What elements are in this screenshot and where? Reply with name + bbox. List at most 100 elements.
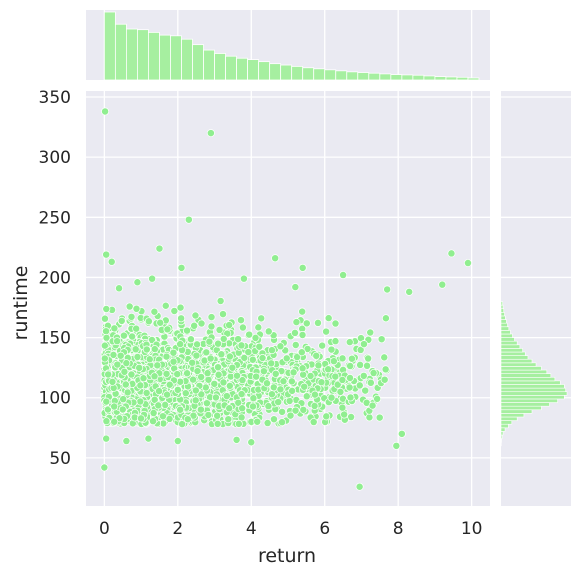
scatter-point — [380, 353, 389, 362]
y-histogram-bar — [500, 326, 510, 331]
scatter-point — [366, 328, 375, 337]
scatter-point — [355, 381, 364, 390]
scatter-point — [310, 390, 319, 399]
scatter-point — [191, 396, 200, 405]
scatter-point — [314, 361, 323, 370]
scatter-point — [127, 312, 136, 321]
scatter-point — [298, 307, 307, 316]
scatter-point — [103, 405, 112, 414]
scatter-point — [178, 420, 187, 429]
scatter-point — [300, 382, 309, 391]
x-marginal-histogram — [86, 10, 490, 81]
x-histogram-bar — [148, 32, 160, 81]
y-tick-label: 250 — [39, 208, 71, 228]
scatter-point — [219, 378, 228, 387]
scatter-point — [276, 385, 285, 394]
scatter-point — [121, 380, 130, 389]
x-histogram-bar — [302, 67, 315, 81]
scatter-point — [333, 380, 342, 389]
scatter-point — [364, 354, 373, 363]
y-histogram-bar — [500, 333, 513, 338]
scatter-point — [161, 400, 170, 409]
x-histogram-bar — [214, 53, 226, 81]
scatter-point — [110, 402, 119, 411]
scatter-point — [142, 345, 151, 354]
x-histogram-bar — [390, 74, 403, 81]
y-histogram-bar — [500, 315, 506, 320]
scatter-point — [128, 332, 137, 341]
y-histogram-bar — [500, 380, 561, 385]
scatter-point — [331, 319, 340, 328]
scatter-point — [176, 340, 185, 349]
x-histogram-bar — [401, 74, 414, 81]
x-histogram-bar — [456, 76, 469, 81]
scatter-point — [191, 311, 200, 320]
scatter-point — [144, 434, 153, 443]
scatter-point — [355, 482, 364, 491]
scatter-point — [145, 355, 154, 364]
scatter-point — [287, 377, 296, 386]
y-histogram-bar — [500, 395, 565, 400]
scatter-point — [148, 274, 157, 283]
scatter-point — [383, 285, 392, 294]
y-histogram-bar — [500, 420, 513, 425]
scatter-point — [110, 417, 119, 426]
scatter-point — [249, 394, 258, 403]
scatter-point — [346, 362, 355, 371]
scatter-point — [135, 363, 144, 372]
x-tick-label: 10 — [461, 519, 483, 539]
scatter-point — [190, 321, 199, 330]
scatter-point — [197, 319, 206, 328]
y-histogram-bar — [500, 337, 515, 342]
scatter-point — [240, 353, 249, 362]
scatter-point — [206, 129, 215, 138]
scatter-point — [438, 280, 447, 289]
scatter-point — [149, 417, 157, 426]
x-histogram-bar — [247, 59, 260, 81]
scatter-point — [232, 435, 241, 444]
scatter-point — [238, 323, 247, 332]
y-histogram-bar — [500, 351, 526, 356]
scatter-point — [338, 375, 347, 384]
scatter-point — [204, 375, 213, 384]
scatter-point — [109, 350, 118, 359]
x-tick-label: 8 — [393, 519, 404, 539]
scatter-point — [369, 369, 378, 377]
scatter-point — [324, 365, 333, 374]
scatter-point — [154, 401, 163, 410]
scatter-point — [377, 335, 386, 344]
scatter-point — [119, 331, 128, 340]
scatter-point — [108, 377, 117, 386]
scatter-point — [163, 325, 172, 334]
y-histogram-bar — [500, 431, 504, 436]
y-tick-label: 350 — [39, 88, 71, 108]
scatter-point — [331, 372, 340, 381]
y-histogram-bar — [500, 398, 558, 403]
scatter-panel — [86, 91, 490, 506]
scatter-point — [156, 318, 165, 327]
scatter-point — [211, 393, 220, 402]
x-histogram-bar — [434, 76, 447, 81]
scatter-point — [193, 340, 202, 349]
y-histogram-bar — [500, 344, 521, 349]
scatter-point — [271, 254, 280, 263]
x-histogram-bar — [357, 72, 370, 81]
scatter-point — [173, 370, 182, 379]
y-histogram-bar — [500, 362, 537, 367]
scatter-point — [312, 351, 321, 360]
scatter-point — [116, 351, 125, 360]
x-histogram-bar — [423, 75, 436, 81]
scatter-point — [203, 369, 212, 378]
scatter-point — [113, 360, 122, 369]
y-histogram-bar — [500, 369, 548, 374]
y-histogram-bar — [500, 355, 529, 360]
scatter-point — [217, 350, 226, 359]
scatter-point — [322, 412, 331, 421]
scatter-point — [142, 389, 151, 397]
scatter-point — [184, 215, 193, 224]
scatter-point — [133, 353, 142, 361]
scatter-point — [318, 341, 327, 350]
y-histogram-bar — [500, 391, 568, 396]
y-histogram-bar — [500, 413, 525, 418]
scatter-point — [113, 337, 122, 346]
